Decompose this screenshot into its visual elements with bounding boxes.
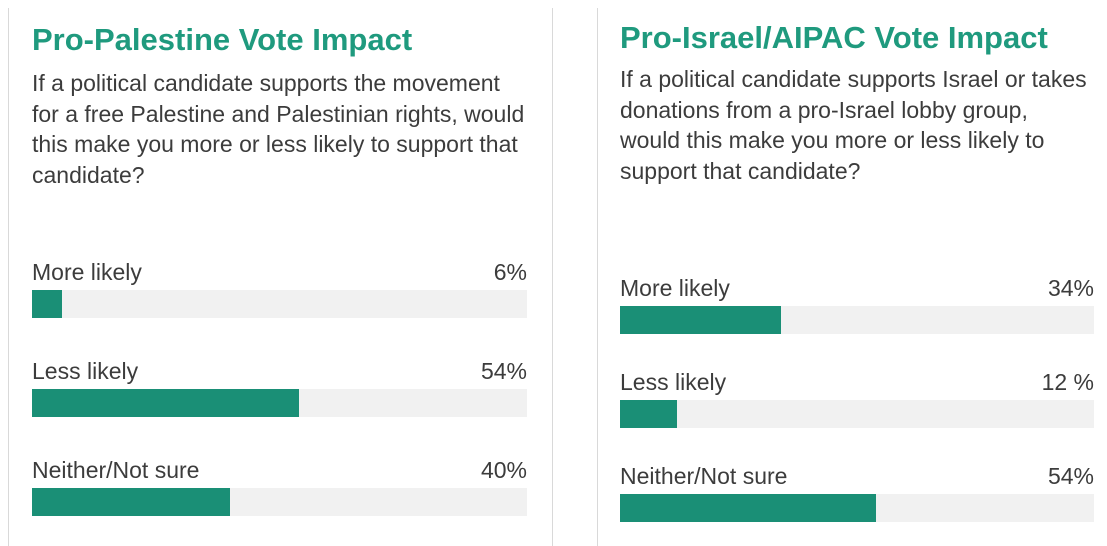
bar-row-header: More likely 34% (620, 274, 1094, 302)
bar-row: Neither/Not sure 40% (32, 456, 527, 516)
bar (32, 488, 230, 516)
bar-track (620, 400, 1094, 428)
bar-track (620, 494, 1094, 522)
value-label: 40% (480, 457, 527, 483)
left-divider (8, 8, 9, 546)
bar-track (32, 488, 527, 516)
category-label: Less likely (620, 369, 727, 395)
chart-title: Pro-Israel/AIPAC Vote Impact (620, 20, 1048, 55)
bar (620, 494, 876, 522)
bar (620, 400, 677, 428)
survey-question: If a political candidate supports Israel… (620, 66, 1087, 184)
bar (620, 306, 782, 334)
category-label: Less likely (32, 358, 139, 384)
chart-title: Pro-Palestine Vote Impact (32, 22, 413, 57)
right-center-divider (597, 8, 598, 546)
value-label: 34% (1047, 275, 1094, 301)
value-label: 6% (493, 259, 527, 285)
bar-track (620, 306, 1094, 334)
bar-row: Neither/Not sure 54% (620, 462, 1094, 522)
bar-row: More likely 34% (620, 274, 1094, 334)
bar-row-header: More likely 6% (32, 258, 527, 286)
category-label: More likely (620, 275, 730, 301)
bar-row-header: Neither/Not sure 40% (32, 456, 527, 484)
bar-row-header: Less likely 12 % (620, 368, 1094, 396)
bar-row: Less likely 12 % (620, 368, 1094, 428)
survey-question: If a political candidate supports the mo… (32, 70, 525, 188)
bar-row: Less likely 54% (32, 357, 527, 417)
category-label: More likely (32, 259, 142, 285)
category-label: Neither/Not sure (620, 463, 788, 489)
center-divider (552, 8, 553, 546)
category-label: Neither/Not sure (32, 457, 200, 483)
value-label: 12 % (1041, 369, 1094, 395)
bar-track (32, 290, 527, 318)
bar-track (32, 389, 527, 417)
pro-israel-panel: Pro-Israel/AIPAC Vote Impact If a politi… (620, 20, 1094, 522)
bar-row: More likely 6% (32, 258, 527, 318)
bar (32, 389, 300, 417)
value-label: 54% (480, 358, 527, 384)
bar-row-header: Neither/Not sure 54% (620, 462, 1094, 490)
pro-palestine-panel: Pro-Palestine Vote Impact If a political… (32, 22, 527, 516)
value-label: 54% (1047, 463, 1094, 489)
bar-row-header: Less likely 54% (32, 357, 527, 385)
bar (32, 290, 62, 318)
